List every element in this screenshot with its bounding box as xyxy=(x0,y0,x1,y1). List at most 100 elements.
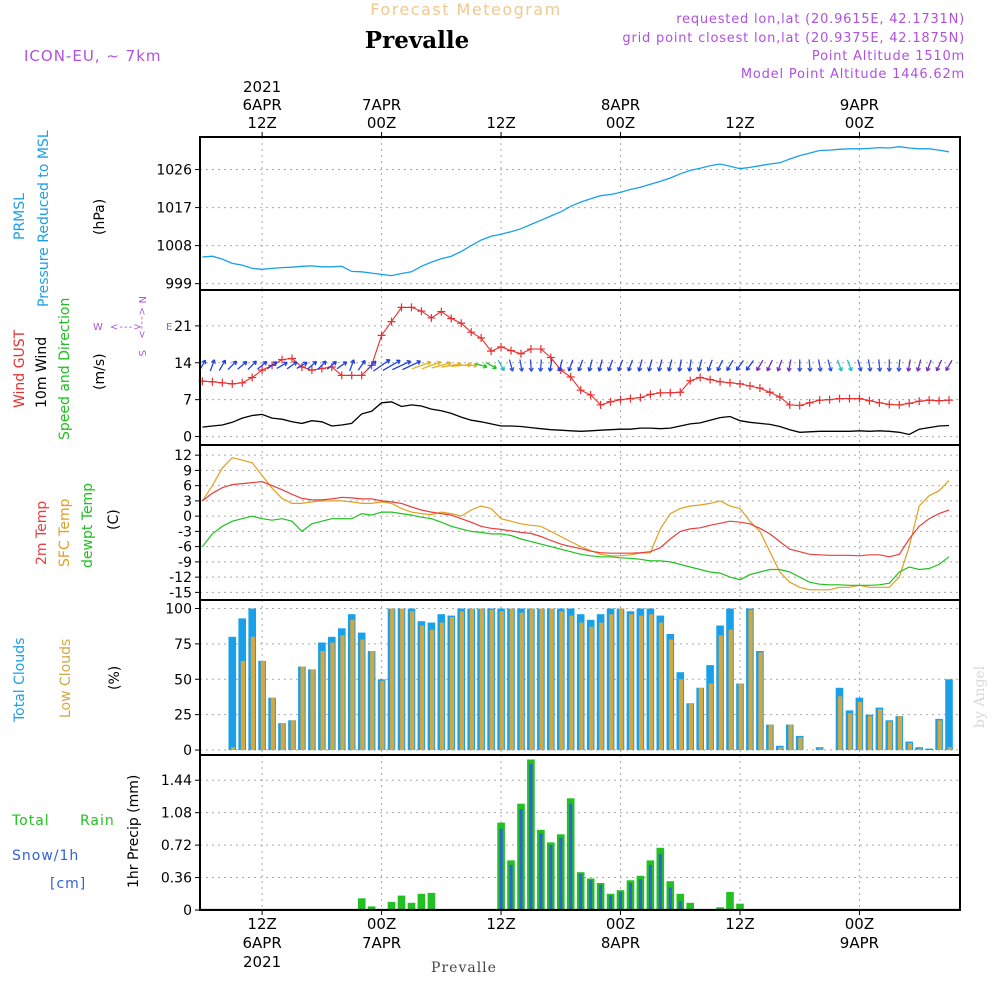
low-cloud-bar xyxy=(270,697,275,751)
wind-direction-arrow xyxy=(357,359,366,371)
temperature-ytick-label: 3 xyxy=(183,494,192,510)
bottom-hour-label: 00Z xyxy=(845,915,874,933)
low-cloud-bar xyxy=(519,612,524,750)
gust-marker xyxy=(795,401,804,410)
bottom-hour-label: 00Z xyxy=(606,915,635,933)
footer-location: Prevalle xyxy=(431,960,497,976)
gust-marker xyxy=(586,390,595,399)
wind-direction-arrow xyxy=(846,359,853,372)
wind-direction-arrow xyxy=(857,359,863,372)
gust-marker xyxy=(835,394,844,403)
low-cloud-bar xyxy=(848,713,853,750)
gust-marker xyxy=(755,384,764,393)
low-cloud-bar xyxy=(619,608,624,751)
gust-marker xyxy=(526,345,535,354)
wind-series-wind-gust xyxy=(202,306,950,407)
wind-direction-arrow xyxy=(925,359,932,372)
wind-direction-arrow xyxy=(257,360,268,370)
low-cloud-bar xyxy=(250,636,255,750)
wind-ytick-label: 21 xyxy=(174,319,192,335)
low-cloud-bar xyxy=(549,608,554,751)
low-cloud-bar xyxy=(479,608,484,751)
gust-marker xyxy=(596,400,605,409)
wind-direction-arrow xyxy=(247,360,258,371)
wind-direction-arrow xyxy=(637,359,643,372)
compass-horizontal-arrow: <---> xyxy=(110,322,143,333)
bottom-date-label: 8APR xyxy=(601,934,640,952)
gust-marker xyxy=(357,371,366,380)
precip-snow-label: Snow/1h xyxy=(12,848,79,864)
wind-direction-arrow xyxy=(657,359,663,372)
low-cloud-bar xyxy=(937,720,942,750)
low-cloud-bar xyxy=(230,747,236,750)
gust-marker xyxy=(875,398,884,407)
snow-bar xyxy=(648,864,652,910)
temperature-ytick-label: -9 xyxy=(178,555,192,571)
wind-direction-arrow xyxy=(617,359,624,372)
low-cloud-bar xyxy=(858,701,863,750)
gust-marker xyxy=(566,372,575,381)
gust-marker xyxy=(935,396,944,405)
wind-direction-arrow xyxy=(677,359,683,372)
precipitation-ytick-label: 0.72 xyxy=(161,838,192,854)
low-cloud-bar xyxy=(838,696,843,751)
location-title: Prevalle xyxy=(365,27,469,54)
wind-direction-arrow xyxy=(906,359,912,372)
rain-bar xyxy=(397,895,406,910)
gust-marker xyxy=(636,393,645,402)
temperature-ytick-label: 9 xyxy=(183,463,192,479)
wind-direction-arrow xyxy=(326,360,338,370)
low-cloud-bar xyxy=(449,617,455,751)
low-cloud-bar xyxy=(529,608,534,751)
low-cloud-bar xyxy=(897,716,903,751)
wind-direction-arrow xyxy=(587,359,593,372)
wind-direction-arrow xyxy=(538,359,544,372)
wind-direction-arrow xyxy=(475,363,488,369)
gust-marker xyxy=(726,378,735,387)
low-cloud-bar xyxy=(639,615,644,751)
wind-direction-arrow xyxy=(745,360,754,371)
gust-marker xyxy=(815,396,824,405)
low-cloud-bar xyxy=(330,642,335,751)
credit-watermark: by Angel xyxy=(972,665,988,728)
snow-bar xyxy=(549,845,553,910)
low-cloud-bar xyxy=(728,629,733,750)
gust-marker xyxy=(437,307,446,316)
low-cloud-bar xyxy=(768,724,773,751)
wind-direction-arrow xyxy=(766,359,773,372)
clouds-unit: (%) xyxy=(107,666,123,690)
top-date-label: 6APR xyxy=(242,96,281,114)
rain-bar xyxy=(387,901,396,910)
gust-marker xyxy=(676,388,685,397)
gust-marker xyxy=(457,319,466,328)
bottom-date-label: 6APR xyxy=(242,934,281,952)
low-cloud-bar xyxy=(758,652,763,751)
low-cloud-bar xyxy=(360,639,365,750)
gust-marker xyxy=(775,393,784,402)
top-date-label: 7APR xyxy=(362,96,401,114)
wind-ytick-label: 7 xyxy=(183,393,192,409)
rain-bar xyxy=(417,893,426,910)
low-cloud-bar xyxy=(260,660,265,751)
wind-direction-arrow xyxy=(776,359,783,372)
wind-direction-arrow xyxy=(421,360,442,370)
gust-marker xyxy=(915,397,924,406)
low-cloud-bar xyxy=(489,609,494,750)
wind-direction-arrow xyxy=(237,360,248,370)
wind-direction-arrow xyxy=(726,359,734,372)
top-date-label: 8APR xyxy=(601,96,640,114)
wind-direction-arrow xyxy=(209,359,216,372)
total-cloud-bar xyxy=(228,636,237,750)
bottom-hour-label: 00Z xyxy=(367,915,396,933)
low-cloud-bar xyxy=(459,611,464,750)
low-cloud-bar xyxy=(569,615,574,751)
pressure-unit: (hPa) xyxy=(92,199,108,235)
bottom-date-label: 9APR xyxy=(840,934,879,952)
wind-direction-arrow xyxy=(577,359,584,372)
low-cloud-bar xyxy=(818,748,823,750)
low-cloud-bar xyxy=(579,622,584,750)
low-cloud-bar xyxy=(390,608,395,751)
rain-bar xyxy=(686,902,694,910)
temperature-series-dewpt-temp xyxy=(201,511,950,586)
